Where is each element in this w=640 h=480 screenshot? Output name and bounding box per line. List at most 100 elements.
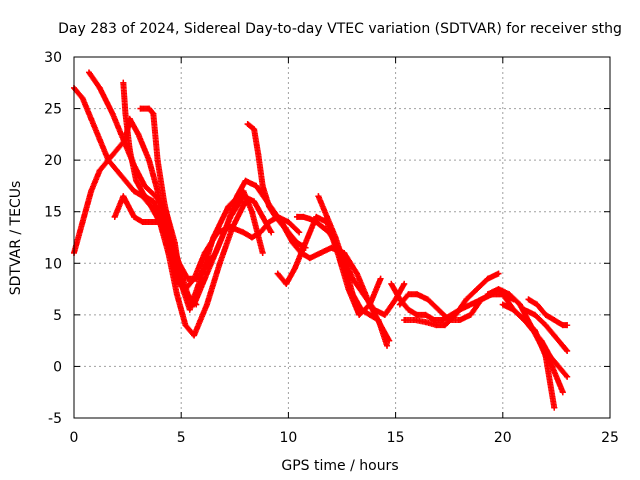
- data-point: [242, 177, 249, 184]
- x-tick-label: 5: [177, 430, 186, 446]
- data-point: [244, 121, 251, 128]
- data-point: [463, 296, 470, 303]
- data-point: [542, 322, 549, 329]
- data-point: [356, 311, 363, 318]
- data-point: [516, 301, 523, 308]
- data-point: [446, 317, 453, 324]
- data-point: [510, 306, 517, 313]
- data-point: [375, 317, 382, 324]
- data-point: [559, 342, 566, 349]
- data-point: [371, 306, 378, 313]
- data-point: [341, 260, 348, 267]
- data-point: [323, 213, 330, 220]
- data-point: [122, 177, 129, 184]
- data-point: [283, 280, 290, 287]
- data-point: [79, 95, 86, 102]
- data-point: [315, 193, 322, 200]
- data-point: [240, 193, 247, 200]
- data-point: [285, 219, 292, 226]
- data-point: [388, 280, 395, 287]
- data-point: [216, 260, 223, 267]
- y-tick-label: 30: [44, 50, 62, 66]
- data-point: [542, 311, 549, 318]
- data-point: [564, 373, 571, 380]
- y-tick-label: 25: [44, 102, 62, 118]
- data-point: [266, 203, 273, 210]
- data-point: [564, 347, 571, 354]
- data-point: [150, 198, 157, 205]
- data-point: [302, 239, 309, 246]
- x-axis-ticks: 0 5 10 15 20 25: [70, 57, 619, 446]
- data-point: [186, 306, 193, 313]
- data-point: [349, 275, 356, 282]
- y-tick-label: 0: [53, 359, 62, 375]
- data-point: [414, 291, 421, 298]
- data-point: [360, 291, 367, 298]
- data-series: [71, 69, 571, 411]
- y-tick-label: 15: [44, 205, 62, 221]
- data-point: [474, 286, 481, 293]
- data-point: [259, 182, 266, 189]
- x-tick-label: 10: [279, 430, 297, 446]
- data-point: [120, 79, 127, 86]
- x-tick-label: 15: [387, 430, 405, 446]
- data-point: [173, 291, 180, 298]
- data-point: [332, 234, 339, 241]
- data-point: [414, 311, 421, 318]
- data-point: [317, 249, 324, 256]
- data-point: [255, 151, 262, 158]
- series-sat-f: [137, 105, 200, 308]
- data-point: [439, 317, 446, 324]
- data-point: [467, 301, 474, 308]
- data-point: [384, 342, 391, 349]
- data-point: [118, 131, 125, 138]
- data-point: [214, 229, 221, 236]
- data-point: [201, 275, 208, 282]
- data-point: [452, 311, 459, 318]
- data-point: [257, 229, 264, 236]
- data-point: [88, 115, 95, 122]
- data-point: [122, 110, 129, 117]
- data-point: [225, 203, 232, 210]
- data-point: [146, 105, 153, 112]
- data-point: [156, 219, 163, 226]
- data-point: [259, 213, 266, 220]
- data-point: [272, 213, 279, 220]
- x-axis-label: GPS time / hours: [281, 458, 398, 474]
- data-point: [184, 291, 191, 298]
- data-point: [313, 213, 320, 220]
- data-point: [358, 306, 365, 313]
- data-point: [268, 229, 275, 236]
- data-point: [126, 146, 133, 153]
- y-tick-label: 10: [44, 256, 62, 272]
- data-point: [259, 249, 266, 256]
- data-point: [191, 275, 198, 282]
- data-point: [484, 275, 491, 282]
- data-point: [169, 260, 176, 267]
- data-point: [411, 317, 418, 324]
- data-point: [201, 265, 208, 272]
- data-point: [326, 229, 333, 236]
- data-point: [248, 208, 255, 215]
- data-point: [296, 229, 303, 236]
- data-point: [96, 167, 103, 174]
- data-point: [86, 69, 93, 76]
- data-point: [266, 219, 273, 226]
- data-point: [422, 319, 429, 326]
- series-sat-p: [525, 296, 571, 329]
- data-point: [529, 327, 536, 334]
- data-point: [291, 265, 298, 272]
- data-point: [559, 389, 566, 396]
- data-point: [79, 219, 86, 226]
- data-point: [499, 301, 506, 308]
- data-point: [240, 229, 247, 236]
- data-point: [306, 215, 313, 222]
- data-point: [525, 296, 532, 303]
- data-point: [251, 198, 258, 205]
- plot-border: [73, 56, 611, 419]
- data-point: [551, 332, 558, 339]
- data-point: [478, 296, 485, 303]
- data-point: [328, 244, 335, 251]
